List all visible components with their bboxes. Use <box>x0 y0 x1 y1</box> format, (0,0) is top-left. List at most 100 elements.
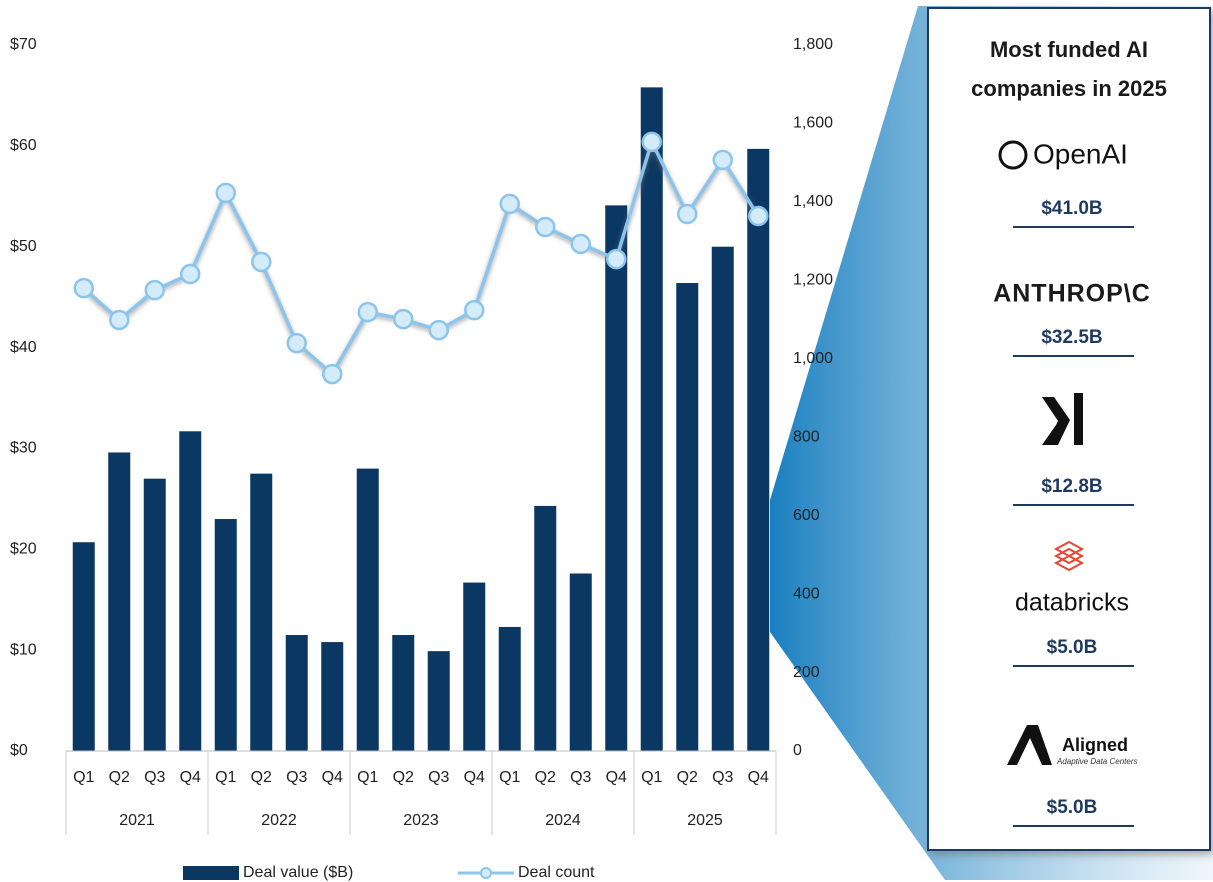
bar <box>427 651 450 751</box>
legend-label: Deal value ($B) <box>243 864 353 881</box>
aligned-icon <box>1007 725 1052 765</box>
bar <box>356 468 379 751</box>
y2-tick-label: 1,600 <box>793 115 833 132</box>
y2-tick-label: 400 <box>793 585 820 602</box>
bar <box>711 246 734 751</box>
y-tick-label: $70 <box>10 36 37 53</box>
x-tick-label: Q1 <box>499 769 520 786</box>
legend-label: Deal count <box>518 864 595 881</box>
y-tick-label: $50 <box>10 238 37 255</box>
y2-tick-label: 1,800 <box>793 36 833 53</box>
x-tick-label: Q2 <box>677 769 698 786</box>
y2-tick-label: 0 <box>793 742 802 759</box>
year-label: 2023 <box>403 812 439 829</box>
bar <box>640 87 663 752</box>
y-tick-label: $0 <box>10 742 28 759</box>
marker <box>357 301 378 323</box>
x-tick-label: Q2 <box>109 769 130 786</box>
bar <box>676 283 699 751</box>
y2-tick-label: 200 <box>793 664 820 681</box>
openai-icon <box>998 140 1028 170</box>
y2-tick-label: 600 <box>793 507 820 524</box>
x-tick-label: Q2 <box>393 769 414 786</box>
bar <box>321 642 344 751</box>
company-amount: $41.0B <box>1041 198 1102 219</box>
marker <box>393 308 414 330</box>
bar <box>534 505 557 751</box>
panel <box>927 7 1211 851</box>
company-amount: $12.8B <box>1041 476 1102 497</box>
company-amount: $32.5B <box>1041 327 1102 348</box>
y2-tick-label: 1,400 <box>793 193 833 210</box>
y-tick-label: $20 <box>10 541 37 558</box>
bar <box>285 635 308 751</box>
x-tick-label: Q1 <box>215 769 236 786</box>
marker <box>180 263 201 285</box>
company-logo: databricks <box>1015 589 1129 617</box>
marker <box>464 299 485 321</box>
x-tick-label: Q4 <box>748 769 769 786</box>
legend-swatch <box>480 867 492 879</box>
marker <box>712 149 733 171</box>
year-label: 2025 <box>687 812 723 829</box>
marker <box>677 203 698 225</box>
company-tagline: Adaptive Data Centers <box>1056 757 1138 766</box>
bar <box>392 635 415 751</box>
marker <box>144 279 165 301</box>
databricks-icon <box>1053 540 1085 558</box>
y-tick-label: $60 <box>10 137 37 154</box>
marker <box>215 182 236 204</box>
bar <box>72 542 95 751</box>
marker <box>428 319 449 341</box>
year-label: 2021 <box>119 812 155 829</box>
bar <box>605 205 628 751</box>
x-tick-label: Q3 <box>570 769 591 786</box>
bar <box>143 478 166 751</box>
x-tick-label: Q3 <box>428 769 449 786</box>
company-logo: ANTHROP\C <box>993 280 1151 308</box>
marker <box>109 309 130 331</box>
databricks-icon <box>1053 554 1085 572</box>
databricks-icon <box>1053 547 1085 565</box>
panel-content: Most funded AI companies in 2025 $41.0B $32… <box>971 37 1167 827</box>
x-tick-label: Q3 <box>144 769 165 786</box>
x-tick-label: Q4 <box>464 769 485 786</box>
marker <box>251 251 272 273</box>
y2-tick-label: 800 <box>793 428 820 445</box>
legend-swatch <box>183 866 239 880</box>
y-tick-label: $40 <box>10 339 37 356</box>
marker <box>570 233 591 255</box>
x-tick-label: Q1 <box>73 769 94 786</box>
x-tick-label: Q3 <box>286 769 307 786</box>
plot: $0 $10 $20 $30 $40 $50 $60 $70 0 200 400 600 800 1,00… <box>10 36 833 881</box>
bar <box>108 452 131 751</box>
x-tick-label: Q3 <box>712 769 733 786</box>
marker <box>286 332 307 354</box>
y2-tick-label: 1,200 <box>793 272 833 289</box>
bar <box>179 431 202 751</box>
marker <box>322 363 343 385</box>
xai-logo <box>1042 393 1083 445</box>
x-tick-label: Q1 <box>641 769 662 786</box>
x-tick-label: Q2 <box>251 769 272 786</box>
y2-tick-label: 1,000 <box>793 350 833 367</box>
panel-title: companies in 2025 <box>971 76 1167 101</box>
x-tick-label: Q4 <box>180 769 201 786</box>
year-label: 2024 <box>545 812 581 829</box>
marker <box>499 193 520 215</box>
marker <box>535 216 556 238</box>
year-label: 2022 <box>261 812 297 829</box>
bar <box>250 473 273 751</box>
company-amount: $5.0B <box>1047 637 1098 658</box>
company-logo: OpenAI <box>1033 138 1128 169</box>
marker <box>73 277 94 299</box>
company-logo: Aligned <box>1062 735 1128 755</box>
x-tick-label: Q4 <box>322 769 343 786</box>
marker <box>748 205 769 227</box>
x-tick-label: Q2 <box>535 769 556 786</box>
bar <box>747 148 770 751</box>
line <box>82 137 760 377</box>
panel-title: Most funded AI <box>990 37 1148 62</box>
x-tick-label: Q1 <box>357 769 378 786</box>
